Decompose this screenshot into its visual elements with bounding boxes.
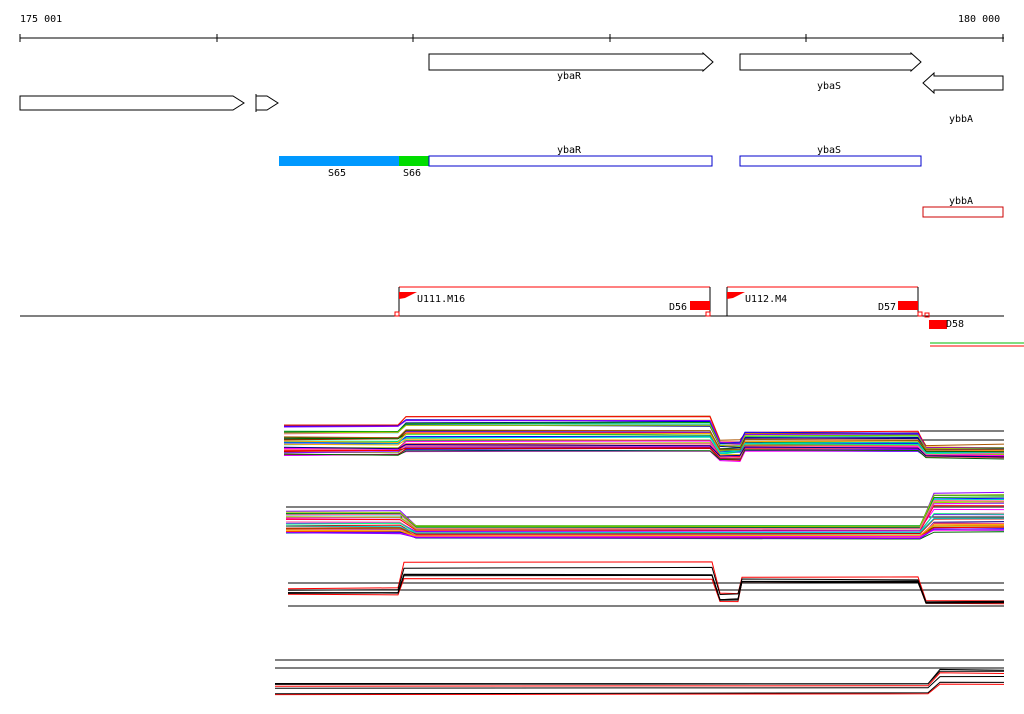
feature-label-ybaS: ybaS: [817, 145, 841, 156]
feature-S65[interactable]: [279, 156, 399, 166]
gene-arrow-ybaR[interactable]: [428, 51, 714, 73]
expression-trace: [287, 573, 1005, 604]
expression-trace: [287, 566, 1005, 603]
feature-label-ybaR: ybaR: [557, 145, 582, 156]
expression-trace: [283, 449, 1005, 461]
transcript-U111-end-marker: [705, 311, 711, 317]
expression-trace: [274, 672, 1005, 687]
feature-label-S66: S66: [403, 168, 421, 179]
expression-trace: [285, 524, 1005, 537]
terminator-label-D57: D57: [878, 302, 896, 313]
flag-icon: [399, 292, 417, 299]
expression-trace: [274, 668, 1005, 685]
gene-label-ybbA: ybbA: [949, 114, 973, 125]
expression-trace: [283, 419, 1005, 449]
terminator-D58[interactable]: [929, 320, 947, 329]
ruler-start-label: 175 001: [20, 14, 62, 25]
transcript-label-U112: U112.M4: [745, 294, 787, 305]
gene-arrow-track: ybaR ybaS ybbA: [19, 51, 1004, 125]
expression-trace: [287, 561, 1005, 602]
gene-arrow-ybbA[interactable]: [922, 71, 1004, 95]
terminator-D57[interactable]: [898, 301, 918, 310]
expression-plot-2: [285, 491, 1005, 540]
expression-plot-3: [287, 561, 1005, 607]
expression-trace: [274, 681, 1005, 695]
feature-track: S65 S66 ybaR ybaS ybbA: [279, 145, 1004, 218]
terminator-label-D58: D58: [946, 319, 964, 330]
coordinate-ruler: 175 001 180 000: [19, 14, 1004, 42]
transcript-U111-marker: [394, 311, 400, 317]
expression-trace: [274, 670, 1005, 685]
transcript-U113-marker: [924, 312, 930, 318]
transcript-U112-end-marker: [917, 311, 923, 317]
feature-ybaR[interactable]: [428, 155, 713, 167]
expression-trace: [285, 491, 1005, 528]
feature-label-S65: S65: [328, 168, 346, 179]
expression-trace: [283, 429, 1005, 451]
expression-trace: [283, 436, 1004, 453]
expression-plot-1: [283, 415, 1005, 463]
feature-label-ybbA: ybbA: [949, 196, 973, 207]
expression-trace: [285, 496, 1005, 528]
expression-trace: [285, 499, 1005, 530]
expression-trace: [274, 676, 1005, 689]
flag-icon: [727, 292, 745, 299]
expression-plot-4: [274, 659, 1005, 696]
ruler-end-label: 180 000: [958, 14, 1000, 25]
feature-ybaS[interactable]: [739, 155, 922, 167]
feature-S66[interactable]: [399, 156, 429, 166]
gene-arrow-ybaS[interactable]: [739, 51, 922, 73]
gene-label-ybaR: ybaR: [557, 71, 582, 82]
feature-ybbA[interactable]: [922, 206, 1004, 218]
expression-trace: [274, 683, 1005, 696]
expression-trace: [285, 505, 1005, 532]
expression-trace: [285, 517, 1005, 534]
expression-trace: [285, 494, 1005, 528]
expression-trace: [283, 416, 1005, 449]
expression-trace: [283, 443, 1005, 458]
gene-label-ybaS: ybaS: [817, 81, 841, 92]
expression-trace: [285, 528, 1005, 539]
transcript-track: U111.M16 D56 U112.M4 D57 D58: [20, 286, 1024, 347]
expression-trace: [283, 424, 1005, 450]
transcript-label-U111: U111.M16: [417, 294, 465, 305]
terminator-label-D56: D56: [669, 302, 687, 313]
terminator-D56[interactable]: [690, 301, 710, 310]
gene-arrow-left-2[interactable]: [255, 94, 279, 112]
expression-trace: [285, 518, 1005, 535]
expression-trace: [285, 501, 1005, 530]
gene-arrow-left-1[interactable]: [19, 95, 245, 111]
